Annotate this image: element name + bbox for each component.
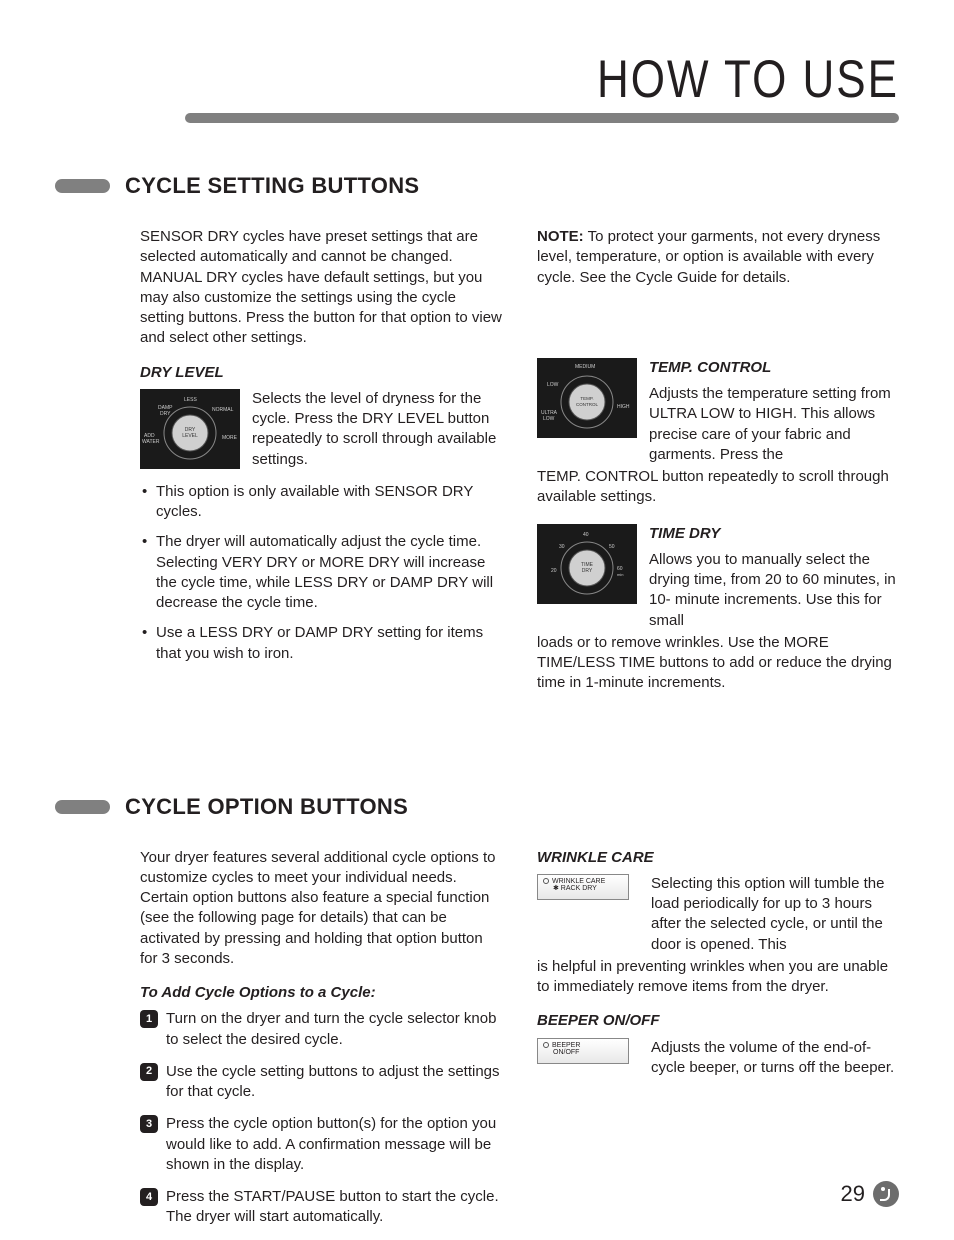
temp-control-row: TEMP. CONTROL MEDIUM HIGH ULTRA LOW LOW …: [537, 358, 899, 465]
section2-title: CYCLE OPTION BUTTONS: [125, 794, 408, 820]
step-text: Press the cycle option button(s) for the…: [166, 1115, 496, 1173]
svg-text:50: 50: [609, 544, 615, 550]
section1-left-col: SENSOR DRY cycles have preset settings t…: [140, 227, 502, 704]
section2-header: CYCLE OPTION BUTTONS: [55, 794, 899, 820]
svg-text:LEVEL: LEVEL: [182, 433, 198, 439]
section1-body: SENSOR DRY cycles have preset settings t…: [140, 227, 899, 704]
wrinkle-care-button-icon: WRINKLE CARE ✱ RACK DRY: [537, 874, 629, 900]
dry-level-dial-icon: DRY LEVEL DAMP DRY LESS NORMAL MORE ADD …: [140, 389, 240, 469]
wrinkle-btn-l2: ✱ RACK DRY: [553, 885, 597, 892]
beeper-heading: BEEPER ON/OFF: [537, 1011, 899, 1031]
section1-title: CYCLE SETTING BUTTONS: [125, 173, 419, 199]
svg-text:LESS: LESS: [184, 397, 197, 403]
svg-text:40: 40: [583, 532, 589, 538]
temp-control-tail: TEMP. CONTROL button repeatedly to scrol…: [537, 467, 899, 508]
time-dry-tail: loads or to remove wrinkles. Use the MOR…: [537, 633, 899, 694]
svg-text:LOW: LOW: [547, 382, 559, 388]
bullet-item: The dryer will automatically adjust the …: [140, 532, 502, 613]
step-number-badge: 4: [140, 1188, 158, 1206]
svg-text:30: 30: [559, 544, 565, 550]
svg-text:HIGH: HIGH: [617, 404, 630, 410]
page-title: HOW TO USE: [597, 50, 899, 110]
svg-text:NORMAL: NORMAL: [212, 407, 234, 413]
beeper-text: Adjusts the volume of the end-of-cycle b…: [651, 1038, 899, 1079]
step-number-badge: 1: [140, 1010, 158, 1028]
dry-level-bullets: This option is only available with SENSO…: [140, 482, 502, 664]
page-number: 29: [841, 1181, 865, 1207]
step-item: 3 Press the cycle option button(s) for th…: [140, 1114, 502, 1175]
lg-logo-icon: [873, 1181, 899, 1207]
svg-text:DRY: DRY: [582, 568, 593, 574]
svg-text:min: min: [617, 572, 623, 577]
wrinkle-heading: WRINKLE CARE: [537, 848, 899, 868]
wrinkle-btn-l1: WRINKLE CARE: [552, 878, 605, 885]
section2-intro: Your dryer features several additional c…: [140, 848, 502, 970]
dry-level-row: DRY LEVEL DAMP DRY LESS NORMAL MORE ADD …: [140, 389, 502, 470]
temp-control-lead: Adjusts the temperature setting from ULT…: [649, 385, 891, 463]
page-footer: 29: [841, 1181, 899, 1207]
time-dry-row: TIME DRY 20 30 40 50 60 min TIME DRY All…: [537, 524, 899, 631]
beeper-button-icon: BEEPER ON/OFF: [537, 1038, 629, 1064]
svg-text:MEDIUM: MEDIUM: [575, 364, 595, 370]
wrinkle-row: WRINKLE CARE ✱ RACK DRY Selecting this o…: [537, 874, 899, 955]
step-text: Press the START/PAUSE button to start th…: [166, 1188, 499, 1225]
dry-level-heading: DRY LEVEL: [140, 363, 502, 383]
section1-intro: SENSOR DRY cycles have preset settings t…: [140, 227, 502, 349]
step-number-badge: 2: [140, 1063, 158, 1081]
step-item: 2 Use the cycle setting buttons to adjust…: [140, 1062, 502, 1103]
svg-text:20: 20: [551, 568, 557, 574]
section-pill: [55, 800, 110, 814]
beeper-btn-l2: ON/OFF: [553, 1049, 579, 1056]
dry-level-text: Selects the level of dryness for the cyc…: [252, 389, 502, 470]
svg-text:CONTROL: CONTROL: [576, 402, 598, 407]
bullet-item: This option is only available with SENSO…: [140, 482, 502, 523]
bullet-item: Use a LESS DRY or DAMP DRY setting for i…: [140, 623, 502, 664]
section2-body: Your dryer features several additional c…: [140, 848, 899, 1240]
step-text: Turn on the dryer and turn the cycle sel…: [166, 1010, 496, 1047]
step-text: Use the cycle setting buttons to adjust …: [166, 1063, 500, 1100]
svg-text:DRY: DRY: [160, 411, 171, 417]
temp-control-dial-icon: TEMP. CONTROL MEDIUM HIGH ULTRA LOW LOW: [537, 358, 637, 438]
svg-text:LOW: LOW: [543, 416, 555, 422]
time-dry-heading: TIME DRY: [649, 524, 899, 544]
page-header: HOW TO USE: [55, 55, 899, 105]
section1-right-col: NOTE: To protect your garments, not ever…: [537, 227, 899, 704]
note-label: NOTE:: [537, 228, 584, 245]
add-options-steps: 1 Turn on the dryer and turn the cycle se…: [140, 1009, 502, 1227]
svg-text:MORE: MORE: [222, 435, 238, 441]
step-item: 4 Press the START/PAUSE button to start t…: [140, 1187, 502, 1228]
time-dry-dial-icon: TIME DRY 20 30 40 50 60 min: [537, 524, 637, 604]
time-dry-block: TIME DRY Allows you to manually select t…: [649, 524, 899, 631]
time-dry-lead: Allows you to manually select the drying…: [649, 551, 896, 629]
section2-left-col: Your dryer features several additional c…: [140, 848, 502, 1240]
wrinkle-lead: Selecting this option will tumble the lo…: [651, 874, 899, 955]
section2: CYCLE OPTION BUTTONS Your dryer features…: [55, 794, 899, 1240]
svg-text:TEMP.: TEMP.: [580, 396, 593, 401]
header-rule: [185, 113, 899, 123]
section1-header: CYCLE SETTING BUTTONS: [55, 173, 899, 199]
wrinkle-tail: is helpful in preventing wrinkles when y…: [537, 957, 899, 998]
beeper-row: BEEPER ON/OFF Adjusts the volume of the …: [537, 1038, 899, 1079]
note-text: To protect your garments, not every dryn…: [537, 228, 880, 286]
temp-control-heading: TEMP. CONTROL: [649, 358, 899, 378]
step-number-badge: 3: [140, 1115, 158, 1133]
section1-note: NOTE: To protect your garments, not ever…: [537, 227, 899, 288]
svg-text:WATER: WATER: [142, 439, 160, 445]
add-options-heading: To Add Cycle Options to a Cycle:: [140, 983, 502, 1003]
beeper-btn-l1: BEEPER: [552, 1042, 580, 1049]
step-item: 1 Turn on the dryer and turn the cycle se…: [140, 1009, 502, 1050]
temp-control-block: TEMP. CONTROL Adjusts the temperature se…: [649, 358, 899, 465]
section-pill: [55, 179, 110, 193]
